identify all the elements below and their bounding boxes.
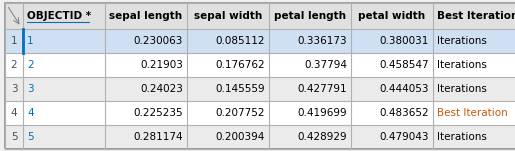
Text: sepal length: sepal length bbox=[109, 11, 182, 21]
Text: OBJECTID *: OBJECTID * bbox=[27, 11, 91, 21]
Text: Best Iteration: Best Iteration bbox=[437, 11, 515, 21]
Text: 0.230063: 0.230063 bbox=[133, 36, 183, 46]
Text: 5: 5 bbox=[27, 132, 33, 142]
Text: 0.380031: 0.380031 bbox=[380, 36, 429, 46]
Text: Iterations: Iterations bbox=[437, 60, 487, 70]
Text: 5: 5 bbox=[11, 132, 18, 142]
Text: 0.427791: 0.427791 bbox=[297, 84, 347, 94]
Bar bbox=[5, 101, 515, 125]
Text: petal length: petal length bbox=[274, 11, 346, 21]
Text: 2: 2 bbox=[11, 60, 18, 70]
Text: 0.419699: 0.419699 bbox=[297, 108, 347, 118]
Text: 0.24023: 0.24023 bbox=[140, 84, 183, 94]
Text: 1: 1 bbox=[27, 36, 33, 46]
Text: Iterations: Iterations bbox=[437, 36, 487, 46]
Text: 0.200394: 0.200394 bbox=[216, 132, 265, 142]
Text: 0.444053: 0.444053 bbox=[380, 84, 429, 94]
Text: 0.176762: 0.176762 bbox=[215, 60, 265, 70]
Text: 4: 4 bbox=[27, 108, 33, 118]
Bar bbox=[5, 77, 515, 101]
Text: 0.37794: 0.37794 bbox=[304, 60, 347, 70]
Text: petal width: petal width bbox=[358, 11, 425, 21]
Bar bbox=[5, 3, 515, 29]
Text: 3: 3 bbox=[27, 84, 33, 94]
Text: Iterations: Iterations bbox=[437, 132, 487, 142]
Text: 0.483652: 0.483652 bbox=[380, 108, 429, 118]
Text: 3: 3 bbox=[11, 84, 18, 94]
Text: 1: 1 bbox=[11, 36, 18, 46]
Bar bbox=[5, 53, 515, 77]
Text: sepal width: sepal width bbox=[194, 11, 262, 21]
Text: 0.225235: 0.225235 bbox=[133, 108, 183, 118]
Text: 0.479043: 0.479043 bbox=[380, 132, 429, 142]
Bar bbox=[5, 125, 515, 149]
Text: 0.458547: 0.458547 bbox=[380, 60, 429, 70]
Text: 0.145559: 0.145559 bbox=[215, 84, 265, 94]
Text: Best Iteration: Best Iteration bbox=[437, 108, 508, 118]
Text: 0.281174: 0.281174 bbox=[133, 132, 183, 142]
Text: Iterations: Iterations bbox=[437, 84, 487, 94]
Bar bbox=[5, 29, 515, 53]
Text: 0.21903: 0.21903 bbox=[140, 60, 183, 70]
Text: 0.085112: 0.085112 bbox=[215, 36, 265, 46]
Text: 0.336173: 0.336173 bbox=[297, 36, 347, 46]
Text: 0.428929: 0.428929 bbox=[297, 132, 347, 142]
Text: 2: 2 bbox=[27, 60, 33, 70]
Text: 0.207752: 0.207752 bbox=[215, 108, 265, 118]
Text: 4: 4 bbox=[11, 108, 18, 118]
